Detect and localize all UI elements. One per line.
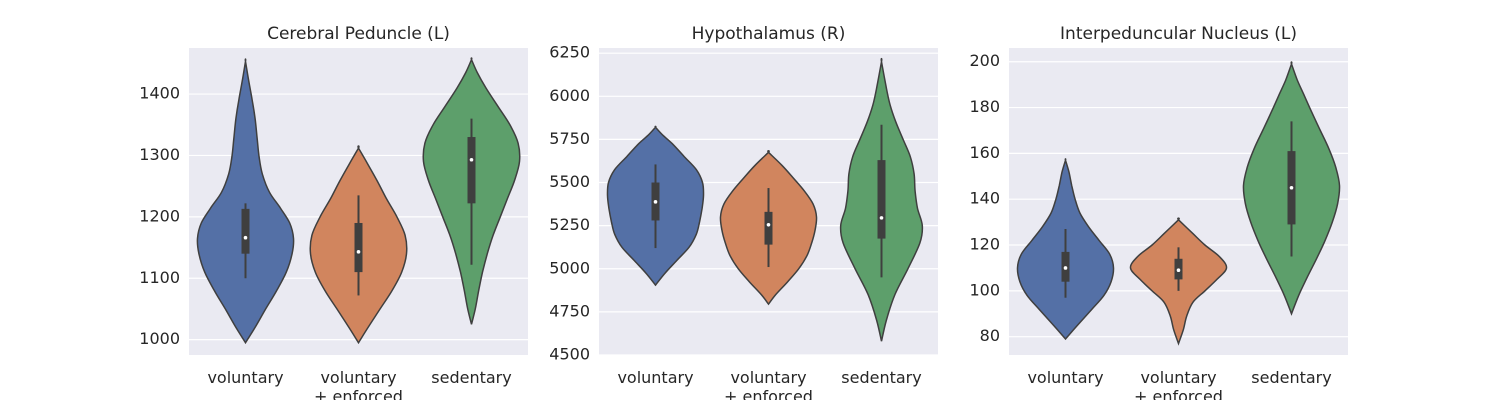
x-tick-label: sedentary xyxy=(841,368,921,387)
x-tick-label: sedentary xyxy=(1251,368,1331,387)
chart-title: Interpeduncular Nucleus (L) xyxy=(1060,24,1297,44)
y-tick-label: 100 xyxy=(969,280,1000,299)
y-tick-label: 6000 xyxy=(549,86,590,105)
violin-median-dot xyxy=(356,250,361,254)
violin-median-dot xyxy=(469,157,474,162)
x-tick-label: voluntary + enforced xyxy=(1134,368,1223,400)
violin-median-dot xyxy=(1289,185,1294,190)
violin-iqr-box xyxy=(877,160,886,239)
violin-1 xyxy=(196,58,295,345)
violin-median-dot xyxy=(653,200,658,204)
x-tick-label: voluntary + enforced xyxy=(724,368,813,400)
violin-median-dot xyxy=(766,222,771,227)
y-tick-label: 180 xyxy=(969,97,1000,116)
violin-panel-1: 1000 1100 1200 1300 1400 Cerebral Peduncle (L… xyxy=(139,24,528,400)
x-tick-label: voluntary xyxy=(207,368,283,387)
y-tick-label: 5000 xyxy=(549,258,590,277)
y-tick-label: 120 xyxy=(969,235,1000,254)
violin-panel-2: 4500 4750 5000 5250 5500 5750 6000 6250 Hypothal… xyxy=(549,24,938,400)
y-tick-label: 1400 xyxy=(139,84,180,103)
y-tick-label: 200 xyxy=(969,51,1000,70)
violin-median-dot xyxy=(1176,268,1181,273)
violin-median-dot xyxy=(243,235,248,240)
violin-iqr-box xyxy=(467,137,476,204)
y-tick-label: 1300 xyxy=(139,145,180,164)
y-tick-label: 1100 xyxy=(139,268,180,287)
y-tick-label: 1200 xyxy=(139,206,180,225)
x-tick-label: voluntary xyxy=(1027,368,1103,387)
violin-median-dot xyxy=(1063,266,1068,270)
violin-iqr-box xyxy=(764,211,773,245)
y-tick-label: 5500 xyxy=(549,172,590,191)
x-tick-label: voluntary + enforced xyxy=(314,368,403,400)
y-tick-label: 4500 xyxy=(549,345,590,364)
y-tick-label: 140 xyxy=(969,189,1000,208)
y-tick-label: 4750 xyxy=(549,301,590,320)
violin-panel-3: 80 100 120 140 160 180 200 Interpeduncular Nucl… xyxy=(969,24,1348,400)
y-tick-label: 1000 xyxy=(139,329,180,348)
violin-iqr-box xyxy=(354,222,363,273)
x-tick-label: sedentary xyxy=(431,368,511,387)
violin-iqr-box xyxy=(241,208,250,254)
violin-median-dot xyxy=(879,216,884,220)
y-tick-label: 160 xyxy=(969,143,1000,162)
x-tick-label: voluntary xyxy=(617,368,693,387)
y-tick-label: 80 xyxy=(980,326,1000,345)
y-tick-label: 5750 xyxy=(549,129,590,148)
chart-title: Hypothalamus (R) xyxy=(692,24,846,44)
y-tick-label: 6250 xyxy=(549,43,590,62)
y-tick-label: 5250 xyxy=(549,215,590,234)
chart-title: Cerebral Peduncle (L) xyxy=(267,24,450,44)
